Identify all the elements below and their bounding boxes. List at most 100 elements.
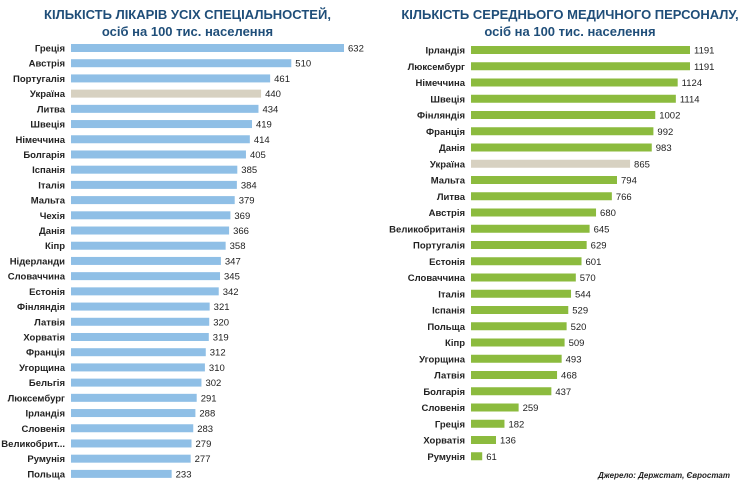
category-label: Франція — [426, 127, 465, 138]
category-label: Естонія — [29, 287, 65, 298]
value-label: 61 — [486, 452, 497, 463]
value-label: 794 — [621, 176, 637, 187]
doctors-bar — [71, 150, 246, 159]
value-label: 277 — [195, 454, 211, 465]
doctors-bar — [71, 241, 226, 250]
value-label: 992 — [657, 127, 673, 138]
nurses-bar — [471, 46, 690, 54]
category-label: Естонія — [429, 257, 465, 268]
doctors-bar — [71, 332, 209, 341]
nurses-bar — [471, 306, 569, 314]
category-label: Великобританія — [389, 224, 465, 235]
category-label: Австрія — [429, 208, 465, 219]
category-label: Чехія — [40, 211, 65, 222]
left-title-line1: КІЛЬКІСТЬ ЛІКАРІВ УСІХ СПЕЦІАЛЬНОСТЕЙ, — [44, 7, 331, 22]
category-label: Швеція — [430, 94, 465, 105]
value-label: 440 — [265, 89, 281, 100]
category-label: Румунія — [427, 452, 465, 463]
category-label: Латвія — [34, 317, 65, 328]
category-label: Іспанія — [432, 306, 465, 317]
value-label: 233 — [176, 469, 192, 480]
category-label: Греція — [35, 44, 65, 55]
value-label: 358 — [230, 241, 246, 252]
nurses-bar — [471, 62, 690, 71]
category-label: Мальта — [431, 176, 466, 187]
value-label: 529 — [572, 306, 588, 317]
category-label: Польща — [27, 469, 65, 480]
value-label: 434 — [262, 104, 278, 115]
doctors-bar — [71, 469, 172, 478]
value-label: 379 — [239, 196, 255, 207]
doctors-bar — [71, 89, 262, 98]
value-label: 1124 — [682, 78, 702, 89]
nurses-bar — [471, 371, 558, 379]
category-label: Румунія — [27, 454, 65, 465]
value-label: 310 — [209, 363, 225, 374]
category-label: Австрія — [29, 59, 65, 70]
doctors-bar — [71, 135, 250, 144]
value-label: 366 — [233, 226, 249, 237]
category-label: Ірландія — [426, 46, 465, 57]
category-label: Хорватія — [423, 436, 465, 447]
value-label: 342 — [223, 287, 239, 298]
value-label: 259 — [523, 403, 539, 414]
right-chart-title: КІЛЬКІСТЬ СЕРЕДНЬОГО МЕДИЧНОГО ПЕРСОНАЛУ… — [390, 6, 750, 40]
nurses-bar — [471, 111, 656, 119]
category-label: Фінляндія — [417, 111, 465, 122]
category-label: Польща — [427, 322, 465, 333]
nurses-bar — [471, 273, 576, 282]
category-label: Угорщина — [419, 354, 466, 365]
category-label: Мальта — [31, 196, 66, 207]
doctors-bar — [71, 424, 194, 433]
value-label: 509 — [569, 338, 585, 349]
category-label: Україна — [430, 159, 466, 170]
nurses-bar — [471, 257, 582, 266]
category-label: Кіпр — [445, 338, 465, 349]
nurses-bar — [471, 127, 654, 136]
category-label: Словенія — [22, 424, 66, 435]
category-label: Бельгія — [29, 378, 65, 389]
value-label: 414 — [254, 135, 270, 146]
doctors-bar — [71, 317, 210, 326]
doctors-bar — [71, 287, 219, 296]
value-label: 288 — [199, 409, 215, 420]
category-label: Італія — [38, 180, 65, 191]
value-label: 319 — [213, 332, 229, 343]
doctors-bar — [71, 226, 230, 235]
category-label: Угорщина — [19, 363, 66, 374]
value-label: 347 — [225, 256, 241, 267]
value-label: 437 — [555, 387, 571, 398]
doctors-bar — [71, 211, 231, 220]
nurses-bar — [471, 387, 552, 396]
category-label: Словенія — [422, 403, 466, 414]
value-label: 645 — [594, 224, 610, 235]
doctors-bar — [71, 378, 202, 387]
value-label: 632 — [348, 44, 364, 55]
value-label: 766 — [616, 192, 632, 203]
category-label: Данія — [439, 143, 465, 154]
nurses-bar — [471, 419, 505, 428]
doctors-bar — [71, 196, 235, 205]
category-label: Великобрит... — [1, 439, 65, 450]
value-label: 321 — [214, 302, 230, 313]
category-label: Італія — [438, 289, 465, 300]
nurses-bar — [471, 289, 572, 298]
category-label: Греція — [435, 419, 465, 430]
doctors-bar — [71, 59, 292, 68]
category-label: Болгарія — [423, 387, 465, 398]
category-label: Люксембург — [408, 62, 465, 73]
value-label: 520 — [571, 322, 587, 333]
nurses-bar — [471, 192, 612, 201]
category-label: Німеччина — [416, 78, 466, 89]
value-label: 1114 — [680, 94, 700, 105]
value-label: 1002 — [659, 111, 680, 122]
category-label: Іспанія — [32, 165, 65, 176]
value-label: 468 — [561, 371, 577, 382]
value-label: 283 — [197, 424, 213, 435]
category-label: Фінляндія — [17, 302, 65, 313]
source-note: Джерело: Держстат, Євростат — [597, 471, 730, 480]
nurses-bar — [471, 176, 617, 184]
doctors-bar — [71, 165, 238, 174]
category-label: Португалія — [13, 74, 65, 85]
value-label: 345 — [224, 272, 240, 283]
